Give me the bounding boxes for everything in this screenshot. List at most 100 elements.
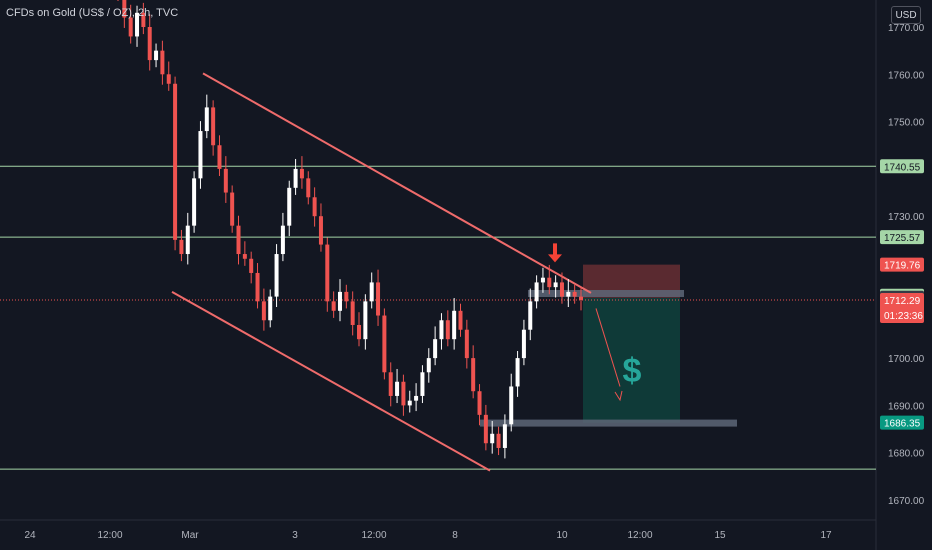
- candle-body: [439, 320, 444, 340]
- candle-body: [420, 372, 425, 396]
- candle-body: [515, 358, 520, 387]
- x-tick-label: 24: [24, 530, 36, 541]
- candle-body: [464, 329, 469, 359]
- candle-body: [173, 83, 178, 240]
- y-tick-label: 1690.00: [888, 401, 925, 412]
- candle-body: [325, 244, 330, 302]
- x-tick-label: 17: [820, 530, 832, 541]
- candle-body: [433, 339, 438, 359]
- currency-button[interactable]: USD: [891, 6, 921, 24]
- candle-body: [261, 301, 266, 321]
- candle-body: [274, 254, 279, 297]
- candle-body: [293, 168, 298, 188]
- candle-body: [382, 315, 387, 373]
- candle-body: [128, 17, 133, 37]
- candle-body: [299, 168, 304, 179]
- candle-body: [540, 277, 545, 283]
- candle-body: [166, 74, 171, 84]
- y-tick-label: 1730.00: [888, 212, 925, 223]
- price-label-level: [880, 159, 924, 174]
- candle-body: [458, 310, 463, 330]
- candle-body: [521, 329, 526, 359]
- candle-body: [135, 12, 140, 37]
- candle-body: [255, 272, 260, 302]
- channel-upper-line: [202, 72, 592, 294]
- candle-body: [318, 216, 323, 245]
- candle-body: [337, 291, 342, 311]
- candle-body: [401, 381, 406, 406]
- candle-body: [376, 282, 381, 316]
- candle-body: [477, 391, 482, 415]
- support-zone: [480, 419, 737, 427]
- symbol-title[interactable]: CFDs on Gold (US$ / OZ), 2h, TVC: [6, 7, 179, 19]
- candle-body: [502, 424, 507, 448]
- candle-body: [566, 291, 571, 297]
- candle-body: [179, 239, 184, 255]
- candle-body: [198, 131, 203, 179]
- x-tick-label: 15: [714, 530, 726, 541]
- candle-body: [445, 320, 450, 340]
- candle-body: [534, 282, 539, 302]
- resistance-zone: [528, 289, 684, 297]
- candle-body: [471, 358, 476, 392]
- candle-body: [217, 145, 222, 169]
- y-tick-label: 1670.00: [888, 496, 925, 507]
- price-label-text: 1686.35: [884, 419, 921, 430]
- price-label-text: 1740.55: [884, 162, 921, 173]
- candle-body: [280, 225, 285, 255]
- candle-body: [306, 178, 311, 198]
- candle-body: [452, 310, 457, 340]
- x-tick-label: 3: [292, 530, 298, 541]
- candle-body: [268, 296, 273, 321]
- y-tick-label: 1750.00: [888, 118, 925, 129]
- candle-body: [426, 358, 431, 373]
- candle-body: [236, 225, 241, 255]
- candle-body: [357, 324, 362, 340]
- candle-body: [185, 225, 190, 255]
- candle-body: [242, 254, 247, 259]
- candle-body: [122, 0, 127, 18]
- candle-body: [528, 301, 533, 330]
- candle-body: [249, 258, 254, 273]
- candle-body: [147, 27, 152, 61]
- candle-body: [312, 197, 317, 217]
- y-tick-label: 1700.00: [888, 354, 925, 365]
- candle-body: [204, 107, 209, 132]
- x-tick-label: 12:00: [361, 530, 386, 541]
- channel-lower-line: [171, 291, 491, 472]
- candle-body: [490, 433, 495, 444]
- candle-body: [407, 400, 412, 406]
- candle-body: [414, 395, 419, 401]
- x-tick-label: Mar: [181, 530, 199, 541]
- projection-arrow-head: [614, 390, 623, 402]
- price-label-text: 1719.76: [884, 261, 921, 272]
- candle-body: [369, 282, 374, 302]
- candle-body: [547, 277, 552, 288]
- price-label-level: [880, 230, 924, 245]
- candle-body: [509, 386, 514, 425]
- y-tick-label: 1760.00: [888, 70, 925, 81]
- candle-body: [559, 282, 564, 297]
- x-tick-label: 12:00: [627, 530, 652, 541]
- price-label-target: [880, 415, 924, 430]
- candle-body: [192, 178, 197, 226]
- candle-body: [154, 50, 159, 61]
- candle-body: [363, 301, 368, 340]
- y-tick-label: 1680.00: [888, 449, 925, 460]
- candle-body: [572, 291, 577, 297]
- dollar-sign-icon: $: [623, 352, 642, 390]
- price-label-last: [880, 292, 924, 323]
- price-label-stop: [880, 257, 924, 272]
- x-tick-label: 12:00: [97, 530, 122, 541]
- price-label-text: 1725.57: [884, 233, 921, 244]
- candle-body: [230, 192, 235, 226]
- candle-body: [388, 372, 393, 396]
- candle-body: [223, 168, 228, 193]
- down-arrow-icon: [548, 243, 562, 263]
- x-tick-label: 8: [452, 530, 458, 541]
- candle-body: [331, 301, 336, 311]
- x-tick-label: 10: [556, 530, 568, 541]
- candle-body: [287, 187, 292, 226]
- candle-body: [350, 301, 355, 325]
